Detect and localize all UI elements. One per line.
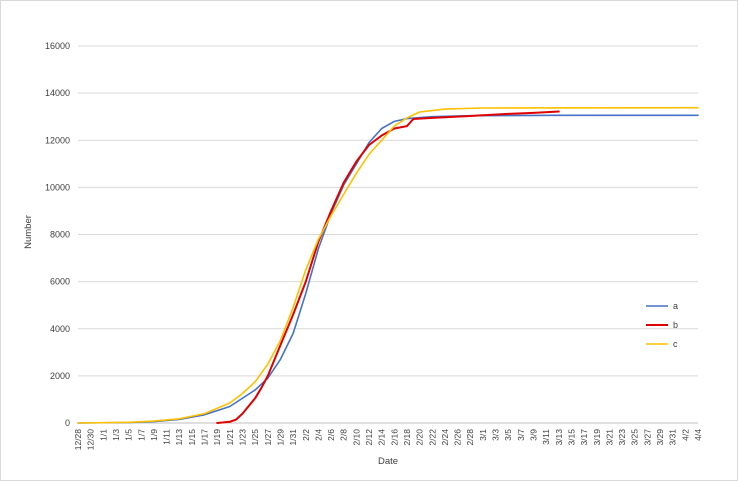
- x-tick-label: 1/31: [288, 429, 298, 446]
- y-tick-label: 10000: [45, 182, 70, 192]
- x-tick-label: 2/6: [326, 429, 336, 441]
- x-tick-label: 3/7: [516, 429, 526, 441]
- x-tick-label: 2/20: [415, 429, 425, 446]
- y-tick-label: 16000: [45, 41, 70, 51]
- x-tick-label: 1/29: [275, 429, 285, 446]
- x-tick-label: 2/28: [465, 429, 475, 446]
- x-tick-label: 1/17: [200, 429, 210, 446]
- x-tick-label: 2/16: [389, 429, 399, 446]
- x-tick-label: 1/25: [250, 429, 260, 446]
- x-tick-label: 2/22: [427, 429, 437, 446]
- y-tick-label: 14000: [45, 88, 70, 98]
- legend: abc: [646, 301, 678, 349]
- y-axis-title: Number: [23, 215, 34, 249]
- x-tick-label: 1/21: [225, 429, 235, 446]
- x-tick-label: 1/27: [263, 429, 273, 446]
- gridlines: [78, 45, 698, 424]
- x-tick-label: 3/19: [592, 429, 602, 446]
- x-tick-label: 3/21: [604, 429, 614, 446]
- y-tick-labels: 0 2000 4000 6000 8000 10000 12000 14000 16000: [45, 41, 70, 428]
- x-tick-label: 2/18: [402, 429, 412, 446]
- series-line-b: [216, 110, 560, 424]
- x-tick-label: 1/11: [162, 429, 172, 445]
- x-tick-label: 1/13: [174, 429, 184, 446]
- y-tick-label: 6000: [50, 277, 70, 287]
- x-tick-label: 1/15: [187, 429, 197, 446]
- x-tick-label: 3/23: [617, 429, 627, 446]
- x-tick-label: 1/5: [124, 429, 134, 441]
- x-tick-label: 12/30: [86, 429, 96, 451]
- x-tick-label: 3/27: [642, 429, 652, 446]
- x-tick-label: 2/8: [339, 429, 349, 441]
- x-tick-label: 2/12: [364, 429, 374, 446]
- x-tick-label: 3/15: [566, 429, 576, 446]
- x-tick-label: 3/29: [655, 429, 665, 446]
- x-tick-label: 3/17: [579, 429, 589, 446]
- x-tick-label: 4/4: [693, 429, 703, 441]
- legend-label-c: c: [673, 339, 678, 349]
- y-tick-label: 8000: [50, 230, 70, 240]
- x-tick-label: 3/31: [668, 429, 678, 446]
- x-tick-label: 1/19: [212, 429, 222, 446]
- series-lines: [77, 106, 699, 424]
- x-tick-label: 3/25: [630, 429, 640, 446]
- legend-label-a: a: [673, 301, 678, 311]
- y-tick-label: 4000: [50, 324, 70, 334]
- x-tick-label: 1/23: [237, 429, 247, 446]
- series-line-c: [77, 106, 699, 424]
- x-tick-label: 2/14: [377, 429, 387, 446]
- x-tick-label: 2/26: [453, 429, 463, 446]
- x-tick-label: 2/10: [351, 429, 361, 446]
- x-tick-label: 3/5: [503, 429, 513, 441]
- series-line-a: [77, 114, 699, 424]
- x-tick-label: 1/7: [136, 429, 146, 441]
- x-tick-label: 3/1: [478, 429, 488, 441]
- x-tick-label: 3/11: [541, 429, 551, 445]
- y-tick-label: 2000: [50, 371, 70, 381]
- x-tick-label: 1/1: [98, 429, 108, 441]
- x-tick-label: 2/24: [440, 429, 450, 446]
- x-tick-label: 2/4: [313, 429, 323, 441]
- x-tick-label: 3/9: [529, 429, 539, 441]
- legend-label-b: b: [673, 320, 678, 330]
- x-tick-label: 3/13: [554, 429, 564, 446]
- y-tick-label: 0: [65, 418, 70, 428]
- x-tick-label: 12/28: [73, 429, 83, 451]
- x-tick-label: 4/2: [680, 429, 690, 441]
- y-tick-label: 12000: [45, 135, 70, 145]
- x-tick-label: 2/2: [301, 429, 311, 441]
- x-tick-label: 3/3: [491, 429, 501, 441]
- x-tick-label: 1/9: [149, 429, 159, 441]
- x-tick-labels: 12/28 12/30 1/1 1/3 1/5 1/7 1/9 1/11 1/13 1/15 1/1…: [73, 429, 703, 451]
- x-tick-label: 1/3: [111, 429, 121, 441]
- x-axis-title: Date: [378, 456, 398, 467]
